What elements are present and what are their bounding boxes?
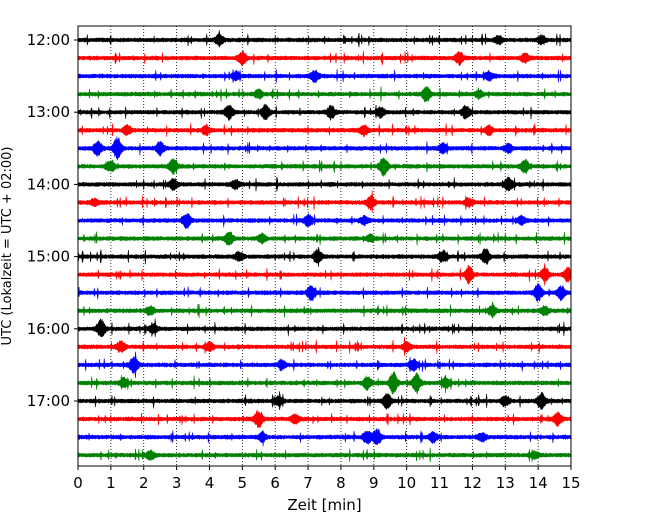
y-tick-label: 13:00 <box>27 103 70 121</box>
y-tick-label: 15:00 <box>27 248 70 266</box>
x-tick-label: 5 <box>238 474 248 492</box>
y-tick-label: 14:00 <box>27 175 70 193</box>
x-tick-label: 7 <box>303 474 313 492</box>
x-tick-label: 3 <box>172 474 182 492</box>
y-tick-label: 12:00 <box>27 31 70 49</box>
x-tick-label: 9 <box>369 474 379 492</box>
x-tick-label: 15 <box>561 474 580 492</box>
y-tick-label: 17:00 <box>27 392 70 410</box>
x-tick-label: 2 <box>139 474 149 492</box>
y-tick-label: 16:00 <box>27 320 70 338</box>
x-tick-label: 11 <box>430 474 449 492</box>
grid-lines <box>110 26 539 466</box>
x-tick-label: 0 <box>73 474 83 492</box>
x-tick-label: 10 <box>397 474 416 492</box>
axis-ticks: 0 1 2 3 4 5 6 7 8 9 10 11 12 13 14 1512:0013:0014:0015:… <box>27 31 581 492</box>
x-tick-label: 12 <box>463 474 482 492</box>
x-tick-label: 4 <box>205 474 215 492</box>
x-tick-label: 8 <box>336 474 346 492</box>
x-tick-label: 14 <box>529 474 548 492</box>
x-tick-label: 6 <box>270 474 280 492</box>
x-tick-label: 1 <box>106 474 116 492</box>
y-axis-label: UTC (Lokalzeit = UTC + 02:00) <box>0 147 15 346</box>
x-tick-label: 13 <box>496 474 515 492</box>
x-axis-label: Zeit [min] <box>287 496 361 514</box>
plot-frame <box>77 25 572 467</box>
